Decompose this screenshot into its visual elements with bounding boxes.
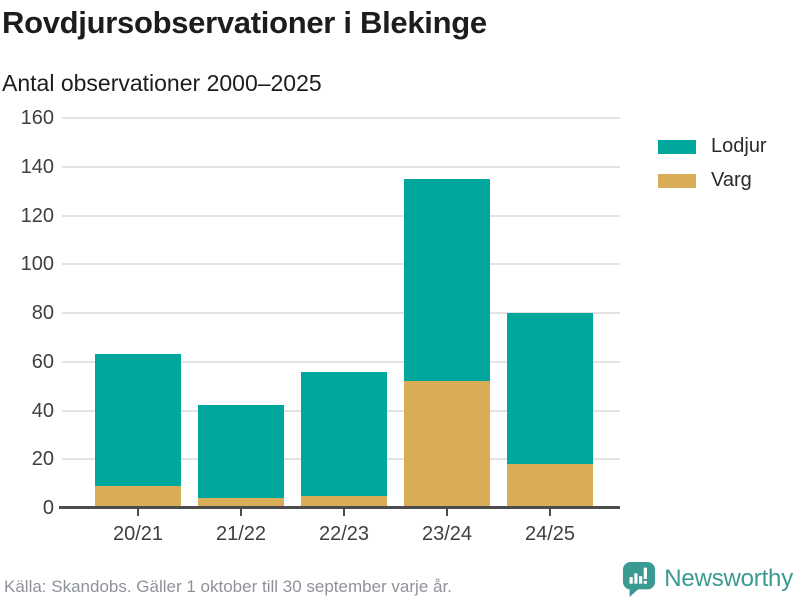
x-tick	[446, 509, 448, 516]
bar-23-24-varg	[404, 381, 490, 508]
gridline-160	[62, 117, 620, 119]
x-tick-label-21-22: 21/22	[215, 523, 267, 545]
bar-20-21-lodjur	[95, 354, 181, 486]
y-tick-label: 20	[31, 448, 54, 471]
x-tick-label-20-21: 20/21	[112, 523, 164, 545]
legend: Lodjur Varg	[658, 135, 767, 203]
y-tick-label: 80	[31, 302, 54, 324]
x-tick-label-24-25: 24/25	[524, 523, 576, 545]
x-tick-label-23-24: 23/24	[421, 523, 473, 545]
x-tick	[549, 509, 551, 516]
legend-swatch-lodjur	[658, 139, 696, 154]
bar-21-22-varg	[198, 498, 284, 508]
source-note: Källa: Skandobs. Gäller 1 oktober till 3…	[4, 577, 452, 596]
bar-24-25-lodjur	[507, 313, 593, 464]
gridline-60	[62, 360, 620, 363]
legend-label: Varg	[711, 169, 752, 191]
newsworthy-wordmark: Newsworthy	[664, 565, 793, 592]
gridline-120	[62, 214, 620, 217]
x-axis-line	[59, 506, 620, 509]
bar-22-23-lodjur	[301, 372, 387, 496]
x-tick	[240, 509, 242, 516]
y-tick-label: 40	[31, 399, 54, 422]
y-tick-label: 100	[20, 253, 54, 276]
y-tick-label: 160	[20, 107, 54, 129]
chart-subtitle: Antal observationer 2000–2025	[2, 70, 322, 96]
chart-title: Rovdjursobservationer i Blekinge	[2, 5, 487, 40]
bar-21-22-lodjur	[198, 405, 284, 498]
x-tick	[137, 509, 139, 516]
y-tick-label: 60	[31, 350, 54, 373]
y-tick-label: 120	[20, 204, 54, 227]
y-tick-label: 0	[42, 497, 54, 519]
legend-swatch-varg	[658, 173, 696, 188]
legend-item-lodjur: Lodjur	[658, 135, 767, 158]
y-tick-label: 140	[20, 155, 54, 178]
newsworthy-brand: Newsworthy	[622, 561, 793, 597]
bar-22-23-varg	[301, 496, 387, 508]
bar-20-21-varg	[95, 486, 181, 508]
gridline-100	[62, 263, 620, 266]
plot-area	[59, 117, 620, 516]
x-tick-label-22-23: 22/23	[318, 523, 370, 545]
x-tick	[343, 509, 345, 516]
legend-label: Lodjur	[711, 135, 767, 157]
newsworthy-logo-icon	[623, 562, 656, 597]
bar-23-24-lodjur	[404, 179, 490, 381]
gridline-140	[62, 165, 620, 168]
bar-24-25-varg	[507, 464, 593, 508]
gridline-80	[62, 312, 620, 314]
legend-item-varg: Varg	[658, 169, 767, 192]
